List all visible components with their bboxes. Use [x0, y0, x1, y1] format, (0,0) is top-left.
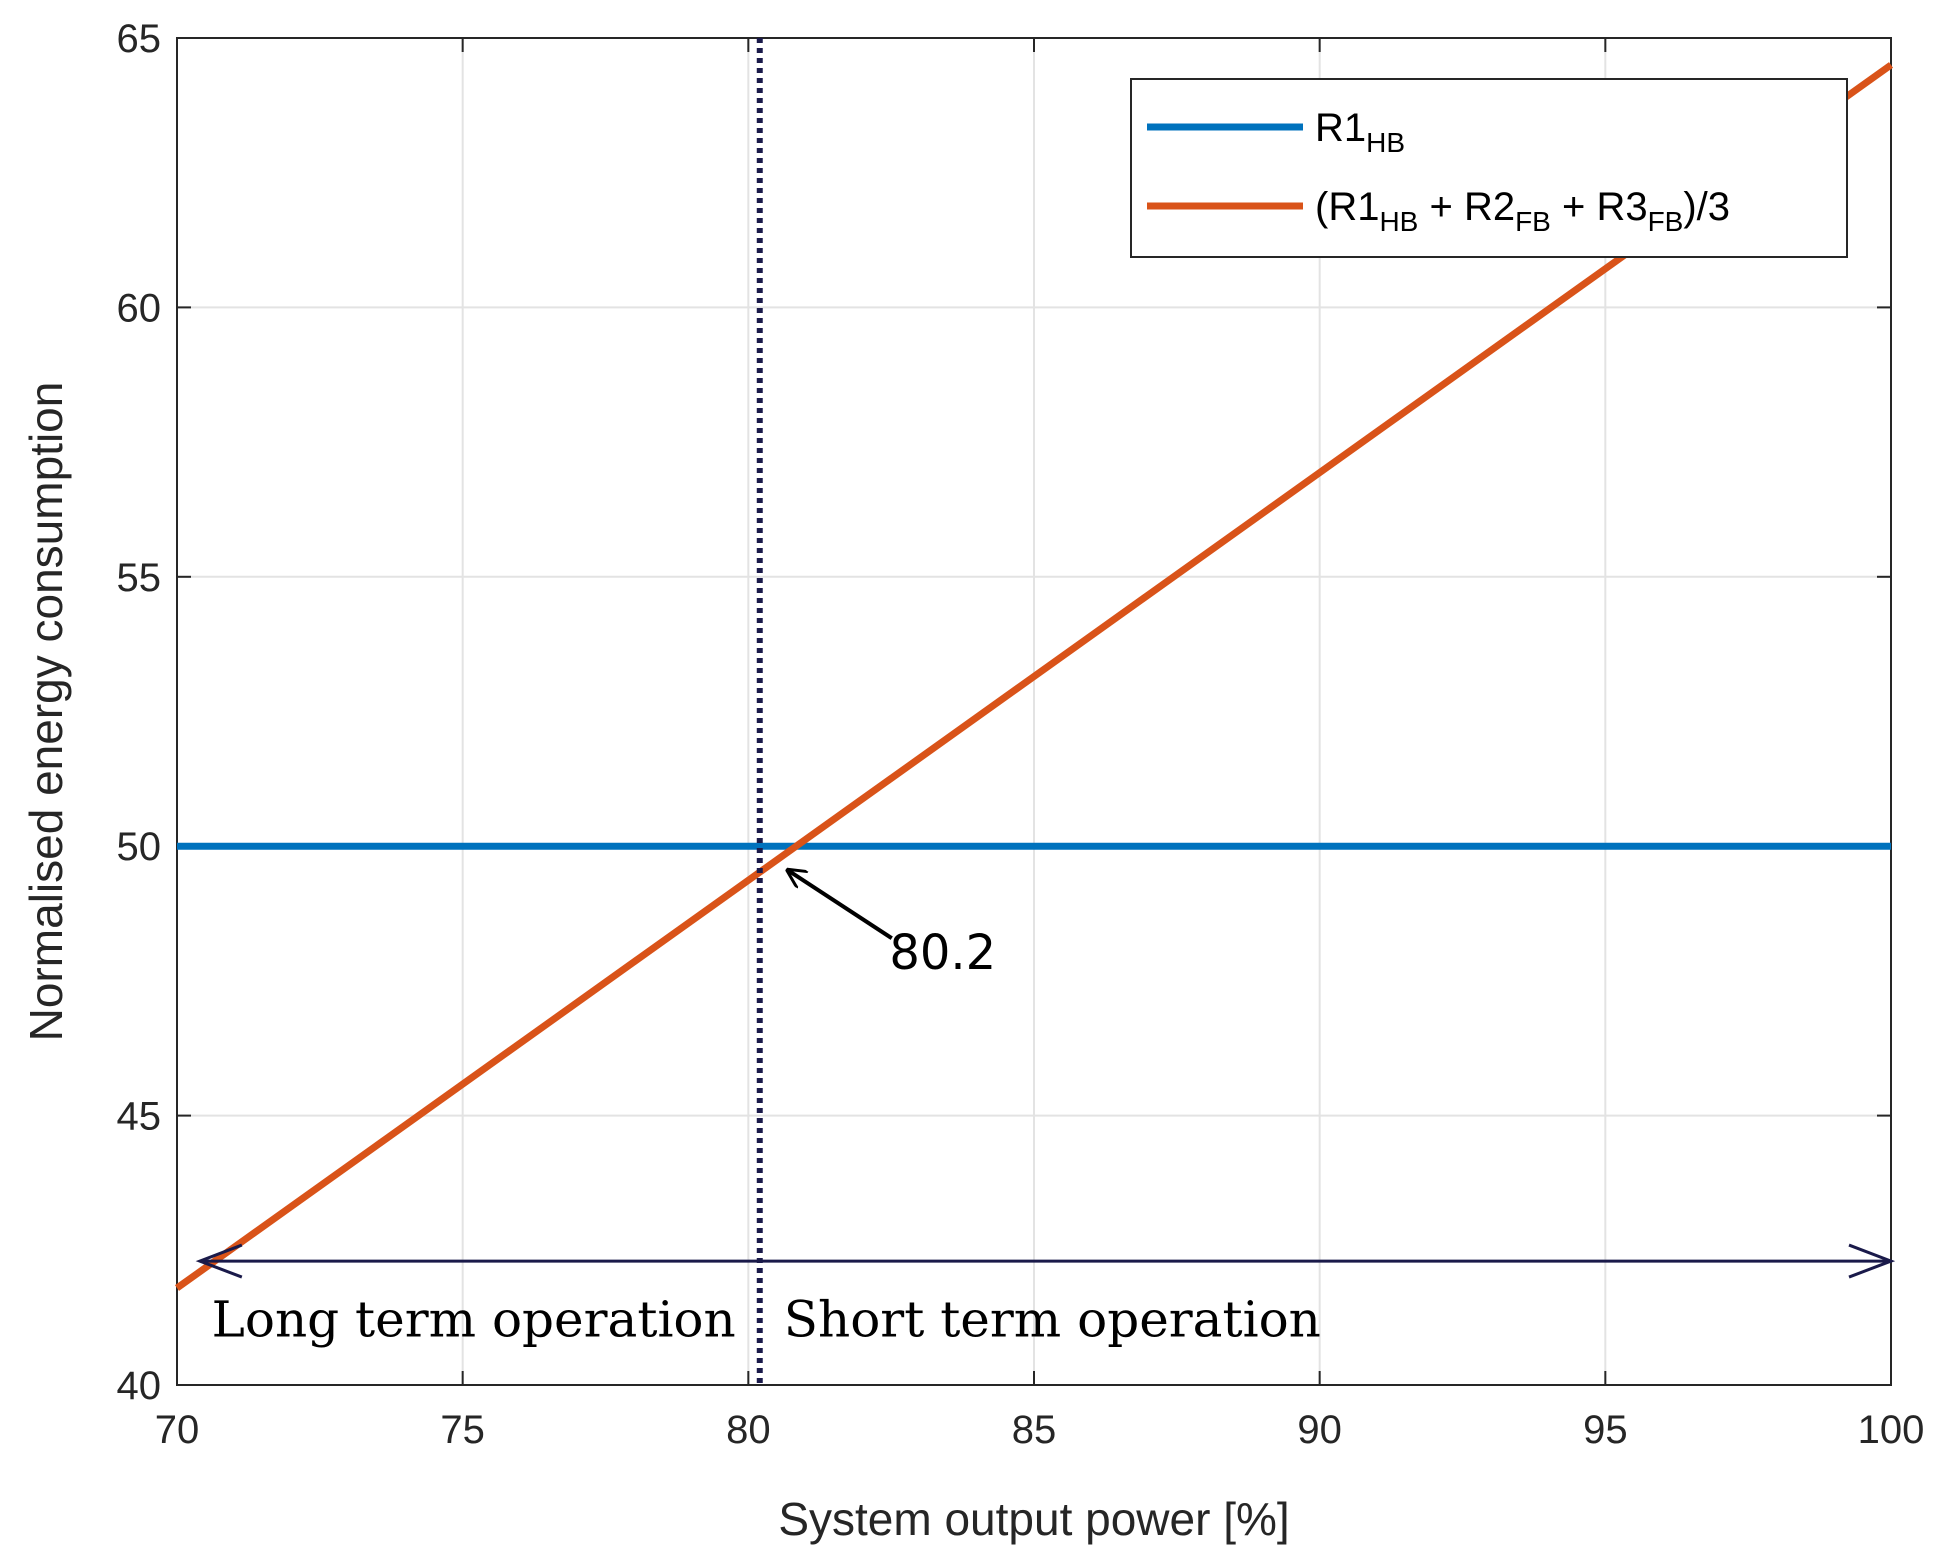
legend-text-part: R1 [1315, 106, 1366, 150]
legend-text-part: + R2 [1418, 185, 1515, 229]
annotation-label: 80.2 [889, 925, 996, 981]
x-tick-label: 80 [726, 1408, 771, 1452]
y-tick-label: 50 [117, 825, 162, 869]
region-label-left: Long term operation [212, 1291, 736, 1349]
x-tick-label: 100 [1858, 1408, 1925, 1452]
legend-text-part: )/3 [1683, 185, 1730, 229]
legend-label-2: (R1HB + R2FB + R3FB)/3 [1315, 185, 1730, 237]
y-tick-label: 60 [117, 286, 162, 330]
x-tick-label: 90 [1297, 1408, 1342, 1452]
y-tick-label: 65 [117, 17, 162, 61]
legend-subscript: HB [1379, 206, 1418, 237]
range-arrowhead-right [1848, 1243, 1896, 1279]
y-axis-label: Normalised energy consumption [20, 382, 72, 1042]
legend: R1HB(R1HB + R2FB + R3FB)/3 [1130, 78, 1848, 258]
x-tick-label: 85 [1012, 1408, 1057, 1452]
y-tick-label: 40 [117, 1364, 162, 1408]
annotation-arrow [788, 870, 893, 940]
series-group [174, 62, 1894, 1291]
range-arrowhead-left [195, 1243, 243, 1279]
overlay-group: Long term operation Short term operation 8… [195, 38, 1896, 1385]
legend-text-part: (R1 [1315, 185, 1379, 229]
legend-text-part: + R3 [1551, 185, 1648, 229]
legend-box [1130, 78, 1848, 258]
x-axis-label: System output power [%] [778, 1493, 1289, 1545]
legend-subscript: HB [1366, 127, 1405, 158]
legend-subscript: FB [1648, 206, 1684, 237]
x-tick-label: 70 [155, 1408, 200, 1452]
series-line-2 [174, 62, 1894, 1291]
legend-subscript: FB [1515, 206, 1551, 237]
y-tick-label: 55 [117, 556, 162, 600]
x-tick-label: 95 [1583, 1408, 1628, 1452]
region-label-right: Short term operation [784, 1291, 1321, 1349]
x-tick-label: 75 [440, 1408, 485, 1452]
axis-ticks: 70 75 80 85 90 95 100 40 45 50 55 60 65 [117, 17, 1925, 1452]
legend-label-1: R1HB [1315, 106, 1405, 158]
y-tick-label: 45 [117, 1095, 162, 1139]
